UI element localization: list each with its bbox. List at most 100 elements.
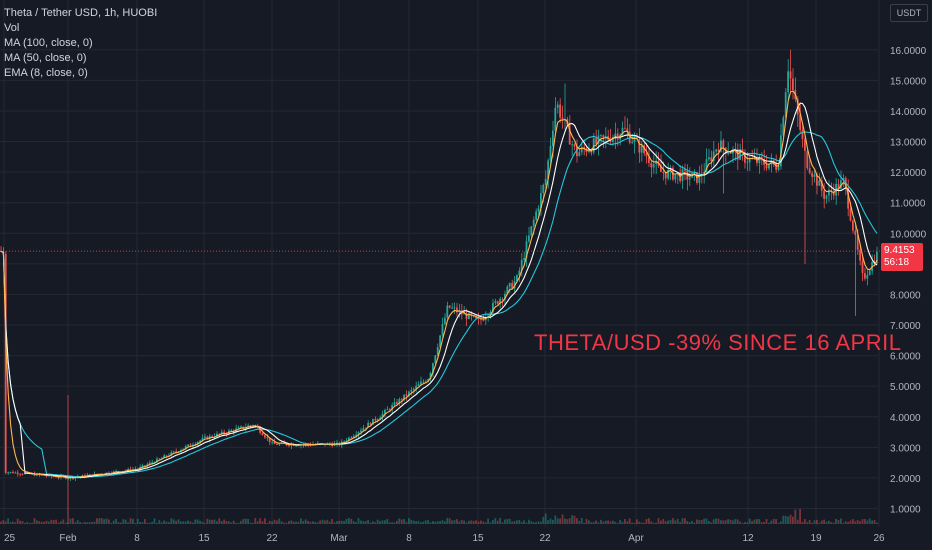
candle-body [592, 138, 595, 153]
candle-body [868, 270, 871, 276]
volume-bar [2, 520, 5, 524]
candle-body [480, 319, 482, 320]
volume-bar [626, 521, 629, 524]
volume-bar [715, 518, 717, 524]
volume-bar [693, 522, 696, 524]
candle-body [345, 440, 348, 442]
candle-body [746, 162, 749, 164]
volume-bar [16, 518, 19, 524]
volume-bar [540, 521, 542, 524]
volume-bar [552, 519, 554, 524]
candle-body [4, 253, 7, 473]
volume-bar [475, 520, 477, 524]
candle-body [597, 135, 600, 144]
candle-body [444, 317, 446, 325]
volume-bar [436, 521, 439, 524]
volume-bar [86, 522, 89, 524]
volume-bar [492, 520, 494, 524]
volume-bar [40, 521, 43, 524]
candle-body [182, 448, 185, 450]
candle-body [381, 413, 384, 418]
x-tick-label: Feb [59, 533, 77, 544]
volume-bar [859, 521, 861, 524]
candle-body [19, 474, 21, 475]
y-tick-label: 8.0000 [890, 290, 921, 301]
volume-bar [765, 519, 768, 524]
volume-bar [398, 518, 401, 524]
volume-bar [712, 519, 715, 524]
volume-bar [672, 518, 674, 524]
volume-bar [372, 521, 374, 524]
volume-bar [748, 518, 751, 524]
volume-bar [508, 518, 511, 524]
candle-body [57, 477, 60, 479]
volume-bar [487, 518, 489, 524]
candle-body [624, 127, 626, 129]
volume-bar [537, 521, 540, 524]
currency-unit-button[interactable]: USDT [890, 4, 928, 22]
candle-body [727, 153, 729, 154]
volume-bar [592, 521, 595, 524]
volume-bar [868, 518, 871, 524]
volume-bar [324, 520, 326, 524]
candle-body [31, 473, 33, 475]
volume-bar [544, 513, 547, 524]
candle-body [717, 149, 720, 152]
candle-body [348, 437, 350, 441]
volume-bar [535, 522, 537, 524]
volume-bar [295, 521, 297, 524]
volume-bar [828, 520, 830, 524]
candle-body [816, 174, 818, 186]
volume-bar [290, 520, 293, 524]
candle-body [760, 156, 763, 160]
candle-body [144, 465, 146, 467]
x-tick-label: Mar [330, 533, 348, 544]
volume-bar [602, 521, 605, 524]
volume-bar [165, 521, 168, 524]
volume-bar [772, 518, 775, 524]
volume-bar [24, 522, 26, 524]
candle-body [489, 311, 492, 316]
candle-body [446, 305, 449, 318]
candle-body [516, 275, 518, 282]
volume-bar [516, 520, 518, 524]
candle-body [799, 114, 801, 130]
volume-bar [74, 522, 77, 524]
volume-bar [588, 520, 590, 524]
volume-bar [852, 519, 854, 524]
candle-body [621, 127, 624, 135]
volume-bar [388, 522, 391, 524]
candle-body [660, 165, 662, 172]
candle-body [384, 409, 386, 414]
candle-body [441, 324, 444, 336]
volume-bar [208, 519, 211, 524]
candle-body [520, 259, 523, 271]
volume-bar [81, 522, 84, 524]
volume-bar [710, 522, 713, 524]
candle-body [16, 472, 19, 475]
volume-bar [64, 522, 67, 524]
candle-body [537, 208, 540, 212]
volume-bar [393, 522, 396, 524]
volume-bar [871, 520, 873, 524]
candle-body [487, 315, 489, 318]
y-tick-label: 6.0000 [890, 352, 921, 363]
candle-body [604, 136, 607, 138]
y-tick-label: 11.0000 [890, 199, 926, 210]
volume-bar [309, 521, 312, 524]
candle-body [506, 286, 509, 294]
volume-bar [633, 522, 636, 524]
volume-bar [271, 521, 273, 524]
candle-body [811, 173, 813, 177]
candle-body [357, 432, 360, 435]
candle-body [544, 178, 547, 185]
candle-body [199, 440, 201, 442]
candle-body [499, 298, 501, 304]
x-tick-label: Apr [628, 533, 644, 544]
volume-bar [117, 522, 120, 524]
candle-body [729, 153, 732, 154]
candle-body [633, 138, 636, 143]
volume-bar [115, 518, 117, 524]
volume-bar [511, 521, 513, 524]
